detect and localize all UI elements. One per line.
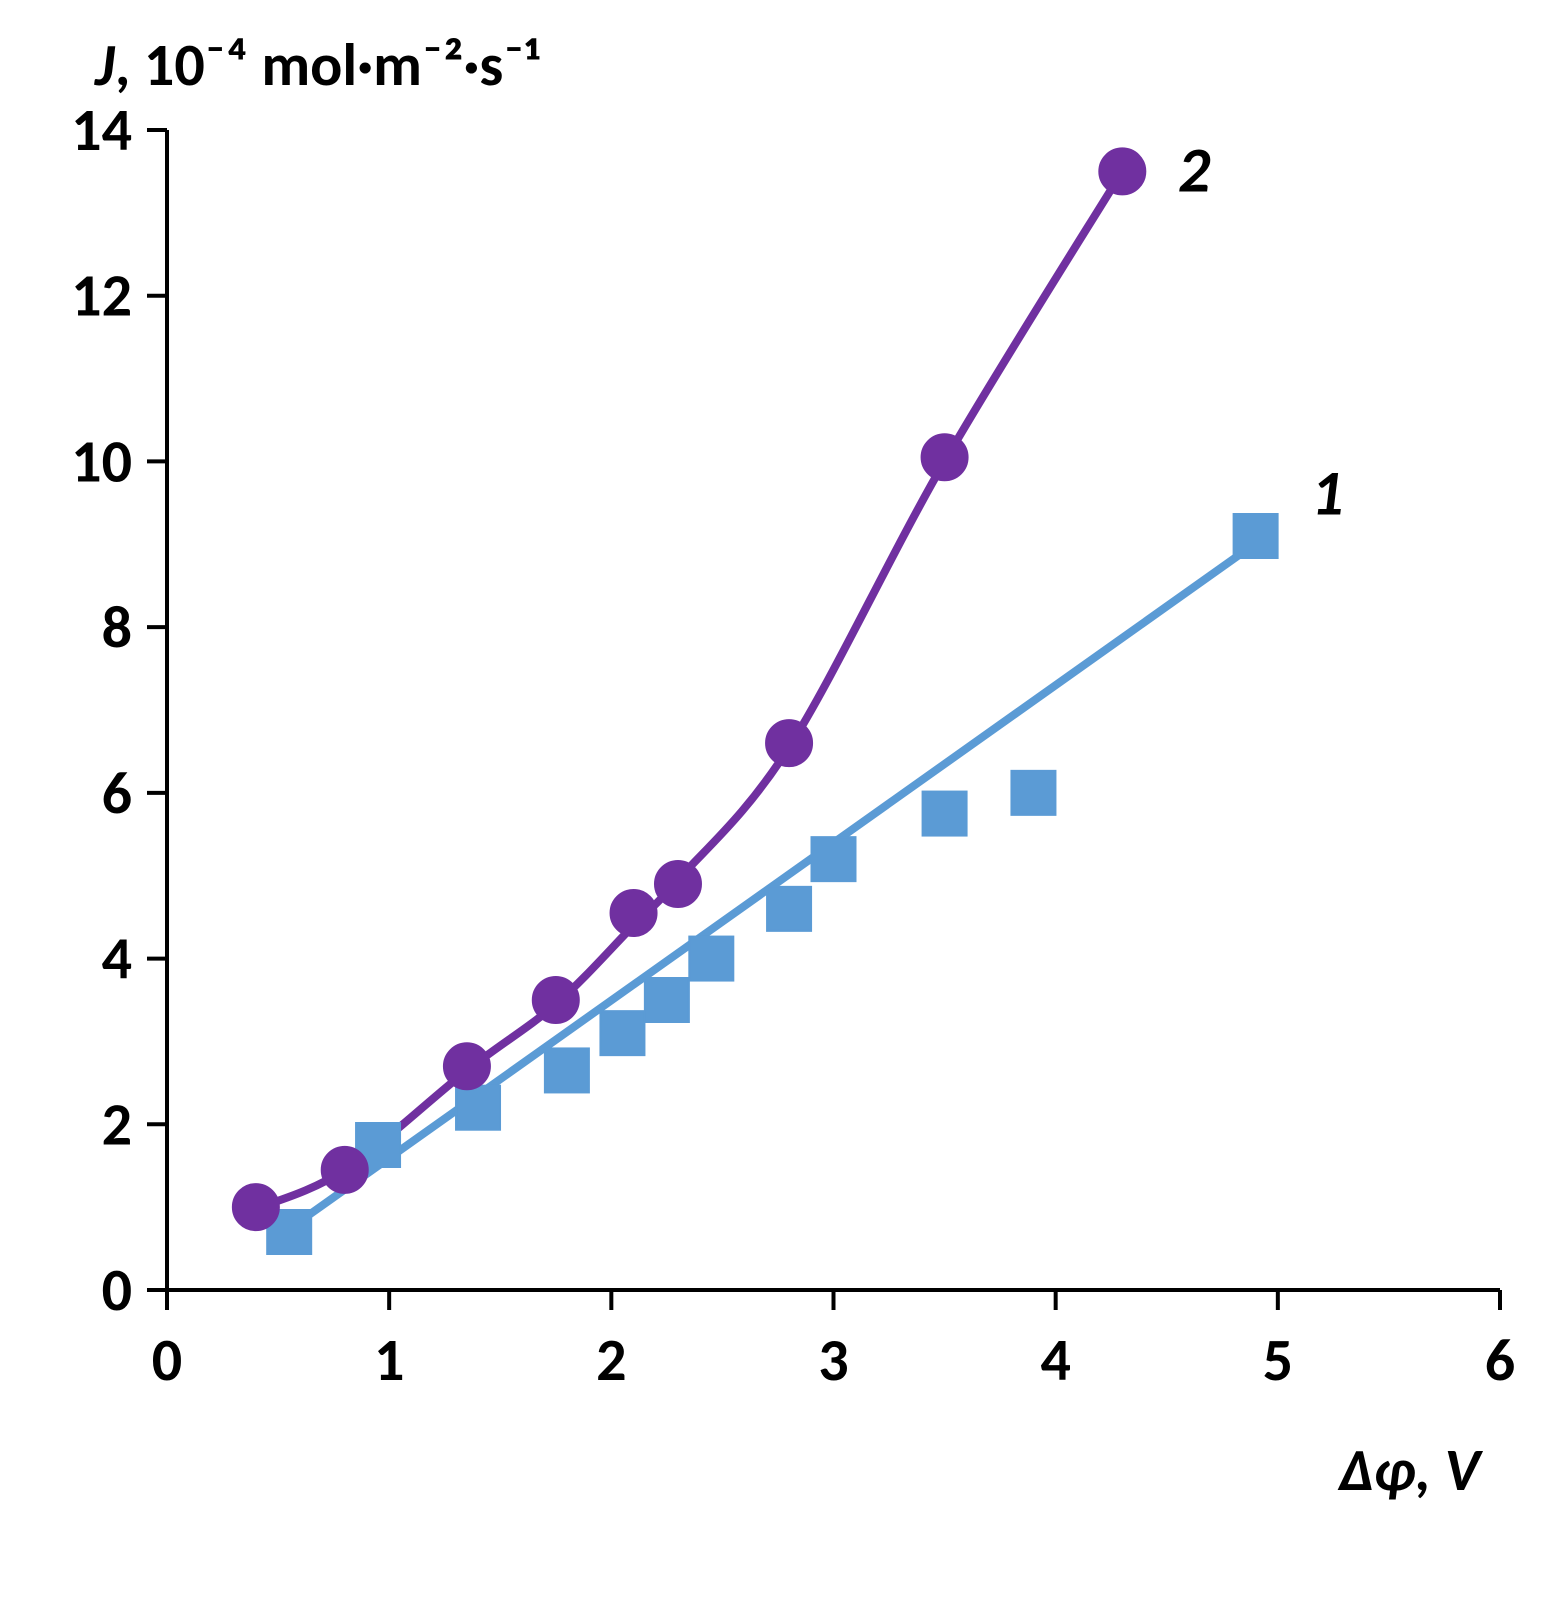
series2-marker: [322, 1147, 368, 1193]
x-tick-label: 6: [1485, 1324, 1515, 1397]
series2-marker: [444, 1043, 490, 1089]
y-tick-label: 14: [71, 94, 132, 167]
series2-marker: [1099, 148, 1145, 194]
chart-svg: 012345602468101214J, 10⁻⁴ mol·m⁻²·s⁻¹Δφ,…: [0, 0, 1554, 1601]
x-tick-label: 0: [152, 1324, 182, 1397]
x-tick-label: 4: [1040, 1324, 1070, 1397]
chart-container: 012345602468101214J, 10⁻⁴ mol·m⁻²·s⁻¹Δφ,…: [0, 0, 1554, 1601]
y-axis-title: J, 10⁻⁴ mol·m⁻²·s⁻¹: [94, 29, 540, 102]
series1-marker: [812, 837, 856, 881]
series1-label: 1: [1311, 455, 1343, 533]
series2-marker: [611, 890, 657, 936]
series1-marker: [1011, 771, 1055, 815]
series1-marker: [767, 887, 811, 931]
x-tick-label: 3: [818, 1324, 848, 1397]
series1-marker: [545, 1048, 589, 1092]
y-tick-label: 0: [102, 1254, 132, 1327]
series1-marker: [600, 1011, 644, 1055]
series1-marker: [1234, 514, 1278, 558]
y-tick-label: 8: [102, 591, 132, 664]
x-tick-label: 2: [596, 1324, 626, 1397]
series1-marker: [456, 1086, 500, 1130]
series2-marker: [233, 1184, 279, 1230]
y-tick-label: 12: [71, 260, 132, 333]
series1-marker: [923, 792, 967, 836]
series2-label: 2: [1178, 131, 1211, 209]
y-tick-label: 4: [102, 923, 132, 996]
series2-marker: [922, 434, 968, 480]
series2-marker: [533, 977, 579, 1023]
series2-marker: [766, 720, 812, 766]
x-tick-label: 1: [374, 1324, 404, 1397]
y-tick-label: 10: [71, 425, 132, 498]
series2-fit-line: [256, 171, 1122, 1208]
series2-marker: [655, 861, 701, 907]
series1-marker: [689, 937, 733, 981]
x-tick-label: 5: [1263, 1324, 1293, 1397]
series1-marker: [645, 978, 689, 1022]
y-tick-label: 2: [102, 1088, 132, 1161]
y-tick-label: 6: [102, 757, 132, 830]
x-axis-title: Δφ, V: [1337, 1434, 1484, 1507]
